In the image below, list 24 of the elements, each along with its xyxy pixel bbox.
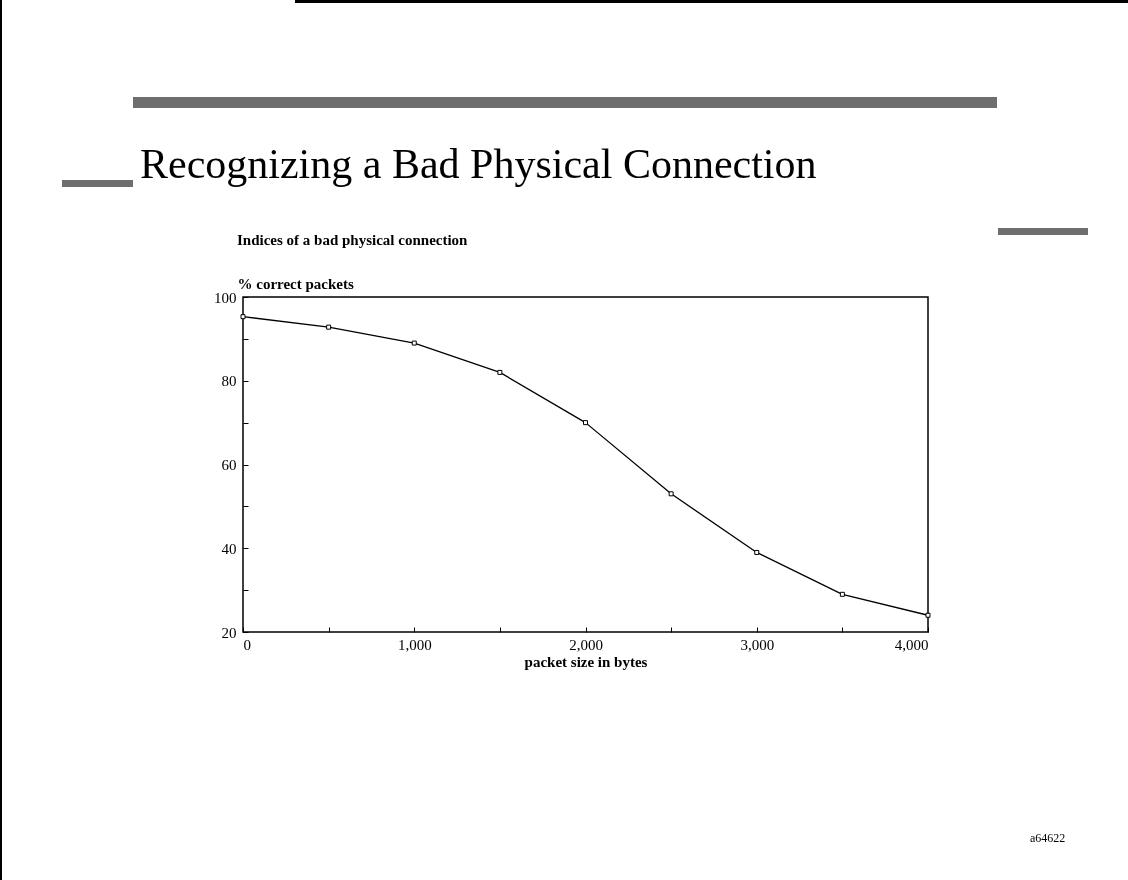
point — [925, 612, 931, 618]
text: a64622 — [1030, 831, 1066, 846]
point — [497, 369, 503, 375]
y-tick-label: 20 — [221, 624, 237, 641]
x-tick-label: 4,000 — [894, 636, 929, 653]
y-tick-label: 40 — [221, 540, 237, 557]
x-tick-label: 1,000 — [397, 636, 432, 653]
point — [240, 314, 246, 320]
y-axis-title: % correct packets — [237, 275, 355, 292]
x-tick-label: 2,000 — [569, 636, 603, 653]
x-tick-label: 0 — [243, 636, 251, 653]
point — [583, 420, 588, 426]
chart-subtitle: Indices of a bad physical connection — [237, 232, 469, 248]
x-tick-label: 3,000 — [740, 636, 775, 653]
chart-title: Recognizing a Bad Physical Connection — [140, 140, 817, 188]
point — [411, 340, 417, 346]
x-axis-title: packet size in bytes — [524, 653, 648, 670]
y-tick-label: 100 — [214, 289, 237, 306]
point — [754, 549, 760, 555]
point — [326, 324, 332, 330]
y-tick-label: 80 — [221, 373, 237, 390]
point — [839, 591, 845, 597]
point — [668, 491, 674, 497]
y-tick-label: 60 — [221, 457, 237, 473]
